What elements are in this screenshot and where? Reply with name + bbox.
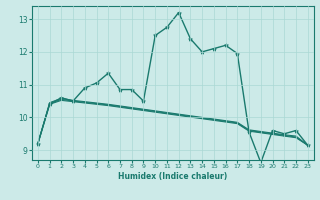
- X-axis label: Humidex (Indice chaleur): Humidex (Indice chaleur): [118, 172, 228, 181]
